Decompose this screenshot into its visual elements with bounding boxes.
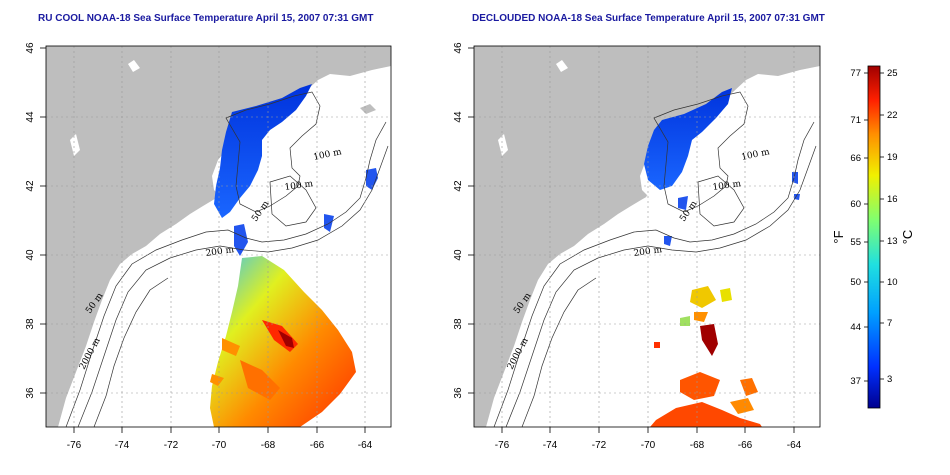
lat-tick: 38: [25, 318, 36, 330]
fahrenheit-tick: 71: [850, 115, 861, 126]
land-mass: [474, 46, 820, 427]
fahrenheit-tick: 55: [850, 237, 861, 248]
isobath-label: 100 m: [284, 179, 314, 193]
map-area: 100 m 100 m 50 m 200 m 50 m 2000 m: [473, 45, 821, 428]
isobath-label: 100 m: [712, 179, 742, 193]
sst-gulf-of-maine: [214, 84, 312, 218]
lon-tick: -70: [641, 440, 656, 451]
lon-tick: -76: [67, 440, 82, 451]
lat-tick: 40: [25, 249, 36, 261]
celsius-tick: 22: [887, 110, 898, 121]
lon-tick: -64: [358, 440, 373, 451]
celsius-tick: 7: [887, 318, 892, 329]
sst-patch: [650, 402, 762, 427]
axis-ticks: 46 44 42 40 38 36 -76 -74 -72 -70 -68 -6…: [453, 42, 802, 451]
sst-patch: [700, 324, 718, 356]
lat-tick: 44: [453, 111, 464, 123]
bathymetry-contours: [493, 91, 817, 427]
bathymetry-contours: [65, 91, 389, 427]
celsius-tick: 16: [887, 194, 898, 205]
isobath-label: 200 m: [633, 245, 663, 259]
lon-tick: -70: [212, 440, 227, 451]
lon-tick: -64: [787, 440, 802, 451]
lat-tick: 42: [25, 180, 36, 192]
fahrenheit-tick: 60: [850, 199, 861, 210]
panel-declouded: DECLOUDED NOAA-18 Sea Surface Temperatur…: [453, 13, 825, 451]
lat-tick: 42: [453, 180, 464, 192]
lat-tick: 36: [25, 387, 36, 399]
panel-raw: RU COOL NOAA-18 Sea Surface Temperature …: [25, 13, 392, 451]
lon-tick: -68: [261, 440, 276, 451]
lat-tick: 46: [25, 42, 36, 54]
fahrenheit-tick: 44: [850, 322, 861, 333]
lon-tick: -68: [690, 440, 705, 451]
colorbar-gradient: [867, 65, 881, 409]
celsius-tick: 19: [887, 152, 898, 163]
celsius-tick: 13: [887, 236, 898, 247]
axis-ticks: 46 44 42 40 38 36 -76 -74 -72 -70 -68 -6…: [25, 42, 373, 451]
lon-tick: -72: [592, 440, 607, 451]
celsius-tick: 25: [887, 68, 898, 79]
panel-title: DECLOUDED NOAA-18 Sea Surface Temperatur…: [472, 13, 825, 24]
map-area: 100 m 100 m 50 m 200 m 50 m 2000 m: [45, 45, 392, 428]
celsius-tick: 10: [887, 277, 898, 288]
lat-tick: 44: [25, 111, 36, 123]
lon-tick: -76: [495, 440, 510, 451]
graticule: [474, 46, 820, 427]
lat-tick: 36: [453, 387, 464, 399]
fahrenheit-unit-label: °F: [831, 230, 846, 243]
lon-tick: -66: [738, 440, 753, 451]
fahrenheit-tick: 37: [850, 376, 861, 387]
lon-tick: -74: [115, 440, 130, 451]
celsius-unit-label: °C: [900, 230, 915, 245]
fahrenheit-tick: 50: [850, 277, 861, 288]
lat-tick: 38: [453, 318, 464, 330]
lat-tick: 46: [453, 42, 464, 54]
lat-tick: 40: [453, 249, 464, 261]
lon-tick: -72: [164, 440, 179, 451]
fahrenheit-tick: 77: [850, 68, 861, 79]
sst-patch: [690, 286, 716, 308]
fahrenheit-tick: 66: [850, 153, 861, 164]
land-mass: [46, 46, 391, 427]
isobath-label: 200 m: [205, 245, 235, 259]
lon-tick: -74: [543, 440, 558, 451]
graticule: [46, 46, 391, 427]
colorbar: 77 71 66 60 55 50 44 37 25 22 19 16 13 1…: [831, 65, 915, 409]
panel-title: RU COOL NOAA-18 Sea Surface Temperature …: [38, 13, 374, 24]
celsius-tick: 3: [887, 374, 892, 385]
lon-tick: -66: [310, 440, 325, 451]
